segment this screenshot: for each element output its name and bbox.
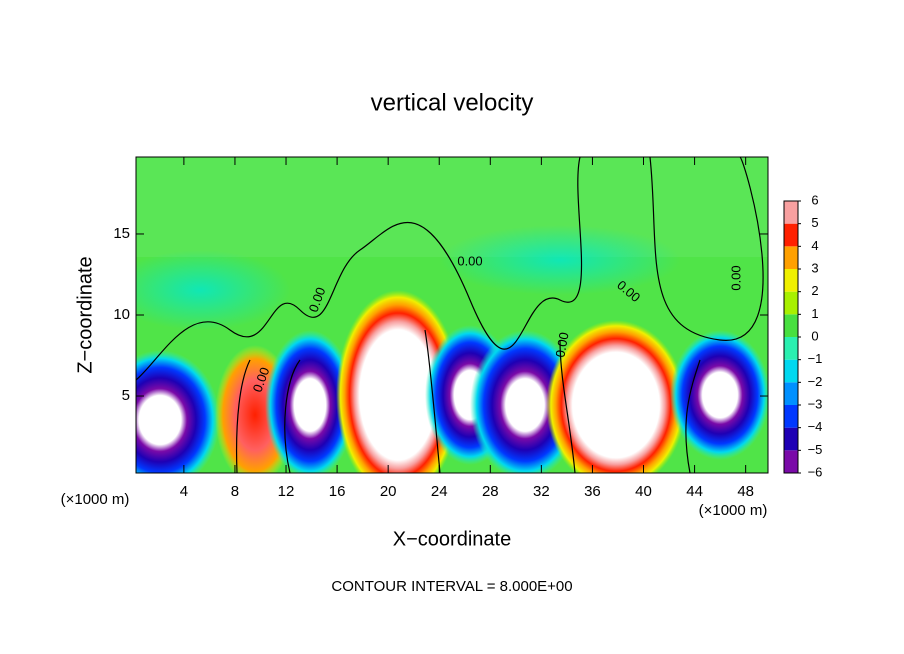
- colorbar-label: 6: [811, 192, 818, 207]
- colorbar-label: 1: [811, 306, 818, 321]
- colorbar-label: 2: [811, 283, 818, 298]
- colorbar-band: [784, 223, 798, 247]
- colorbar-label: −6: [808, 464, 823, 479]
- x-tick-label: 36: [584, 483, 601, 500]
- colorbar-label: −2: [808, 374, 823, 389]
- contour-label: 0.00: [552, 331, 571, 359]
- colorbar-band: [784, 269, 798, 292]
- colorbar-label: 0: [811, 328, 818, 343]
- colorbar-band: [784, 450, 798, 473]
- x-tick-label: 24: [431, 483, 448, 500]
- x-tick-label: 44: [686, 483, 703, 500]
- colorbar-label: 4: [811, 238, 818, 253]
- colorbar-label: −1: [808, 351, 823, 366]
- colorbar-label: 3: [811, 260, 818, 275]
- x-tick-label: 32: [533, 483, 550, 500]
- chart-title: vertical velocity: [371, 89, 534, 116]
- field: [136, 157, 768, 473]
- footer: CONTOUR INTERVAL = 8.000E+00: [331, 578, 572, 595]
- y-axis-label: Z−coordinate: [74, 256, 96, 373]
- colorbar-band: [784, 405, 798, 428]
- x-tick-label: 28: [482, 483, 499, 500]
- colorbar-band: [784, 427, 798, 451]
- y-tick-label: 10: [113, 306, 130, 323]
- colorbar-band: [784, 246, 798, 269]
- x-unit: (×1000 m): [699, 502, 768, 519]
- x-axis-label: X−coordinate: [393, 528, 511, 550]
- x-unit: (×1000 m): [61, 491, 130, 508]
- colorbar-label: −4: [808, 419, 823, 434]
- contour-label: 0.00: [457, 253, 482, 268]
- colorbar-band: [784, 359, 798, 383]
- y-tick-label: 15: [113, 225, 130, 242]
- colorbar-band: [784, 382, 798, 405]
- x-tick-label: 4: [180, 483, 188, 500]
- contour-label: 0.00: [728, 265, 743, 290]
- x-tick-label: 20: [380, 483, 397, 500]
- x-tick-label: 12: [278, 483, 295, 500]
- y-tick-label: 5: [122, 387, 130, 404]
- colorbar-band: [784, 201, 798, 224]
- colorbar-label: −5: [808, 442, 823, 457]
- colorbar-band: [784, 314, 798, 337]
- colorbar-label: 5: [811, 215, 818, 230]
- x-tick-label: 8: [231, 483, 239, 500]
- colorbar-band: [784, 337, 798, 360]
- colorbar-label: −3: [808, 396, 823, 411]
- colorbar-band: [784, 291, 798, 315]
- x-tick-label: 40: [635, 483, 652, 500]
- x-tick-label: 48: [737, 483, 754, 500]
- x-tick-label: 16: [329, 483, 346, 500]
